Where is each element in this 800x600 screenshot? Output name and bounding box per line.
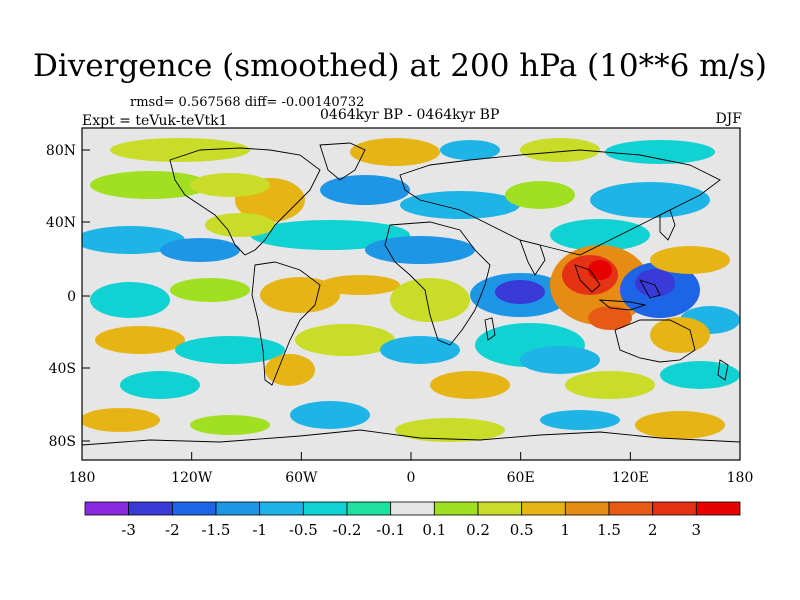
- y-tick-label: 80S: [49, 434, 76, 450]
- y-tick-label: 40S: [49, 361, 76, 377]
- colorbar-label: -0.2: [333, 521, 362, 539]
- coastlines: [82, 142, 740, 446]
- x-tick-label: 120E: [612, 470, 649, 486]
- plot-title: Divergence (smoothed) at 200 hPa (10**6 …: [33, 48, 767, 84]
- period-text: 0464kyr BP - 0464kyr BP: [320, 107, 500, 123]
- colorbar-label: 1.5: [597, 521, 621, 539]
- colorbar-swatch: [259, 501, 304, 516]
- experiment-label: Expt = teVuk-teVtk1: [82, 113, 228, 129]
- colorbar: -3 -2 -1.5 -1 -0.5 -0.2 -0.1 0.1 0.2 0.5 1 1.5 2 3: [84, 501, 741, 539]
- colorbar-swatch: [346, 501, 392, 516]
- colorbar-swatch: [564, 501, 610, 516]
- colorbar-swatch: [695, 501, 741, 516]
- colorbar-label: 0.1: [422, 521, 446, 539]
- x-axis-ticks: 180 120W 60W 0 60E 120E 180: [69, 452, 754, 486]
- colorbar-label: -0.5: [289, 521, 318, 539]
- colorbar-label: 0.2: [466, 521, 490, 539]
- colorbar-swatch: [171, 501, 217, 516]
- colorbar-label: 3: [692, 521, 702, 539]
- y-tick-label: 40N: [46, 215, 76, 231]
- colorbar-swatch: [84, 501, 130, 516]
- colorbar-swatch: [652, 501, 697, 516]
- colorbar-swatch: [215, 501, 261, 516]
- x-tick-label: 60E: [507, 470, 535, 486]
- x-tick-label: 180: [727, 470, 754, 486]
- colorbar-label: -3: [121, 521, 136, 539]
- x-tick-label: 120W: [171, 470, 213, 486]
- colorbar-label: -1: [252, 521, 267, 539]
- x-tick-label: 180: [69, 470, 96, 486]
- colorbar-label: -2: [165, 521, 180, 539]
- colorbar-swatch: [390, 501, 435, 516]
- colorbar-swatch: [433, 501, 479, 516]
- colorbar-label: 0.5: [510, 521, 534, 539]
- colorbar-swatch: [302, 501, 348, 516]
- colorbar-swatch: [521, 501, 566, 516]
- colorbar-label: -0.1: [376, 521, 405, 539]
- y-tick-label: 80N: [46, 143, 76, 159]
- colorbar-label: 1: [561, 521, 571, 539]
- x-tick-label: 60W: [285, 470, 318, 486]
- y-axis-ticks: 80N 40N 0 40S 80S: [46, 143, 90, 450]
- stats-text: rmsd= 0.567568 diff= -0.00140732: [130, 95, 365, 110]
- colorbar-swatch: [608, 501, 654, 516]
- colorbar-swatch: [128, 501, 173, 516]
- season-label: DJF: [715, 111, 742, 127]
- colorbar-swatch: [477, 501, 523, 516]
- colorbar-label: 2: [648, 521, 658, 539]
- colorbar-label: -1.5: [202, 521, 231, 539]
- y-tick-label: 0: [67, 289, 76, 305]
- x-tick-label: 0: [407, 470, 416, 486]
